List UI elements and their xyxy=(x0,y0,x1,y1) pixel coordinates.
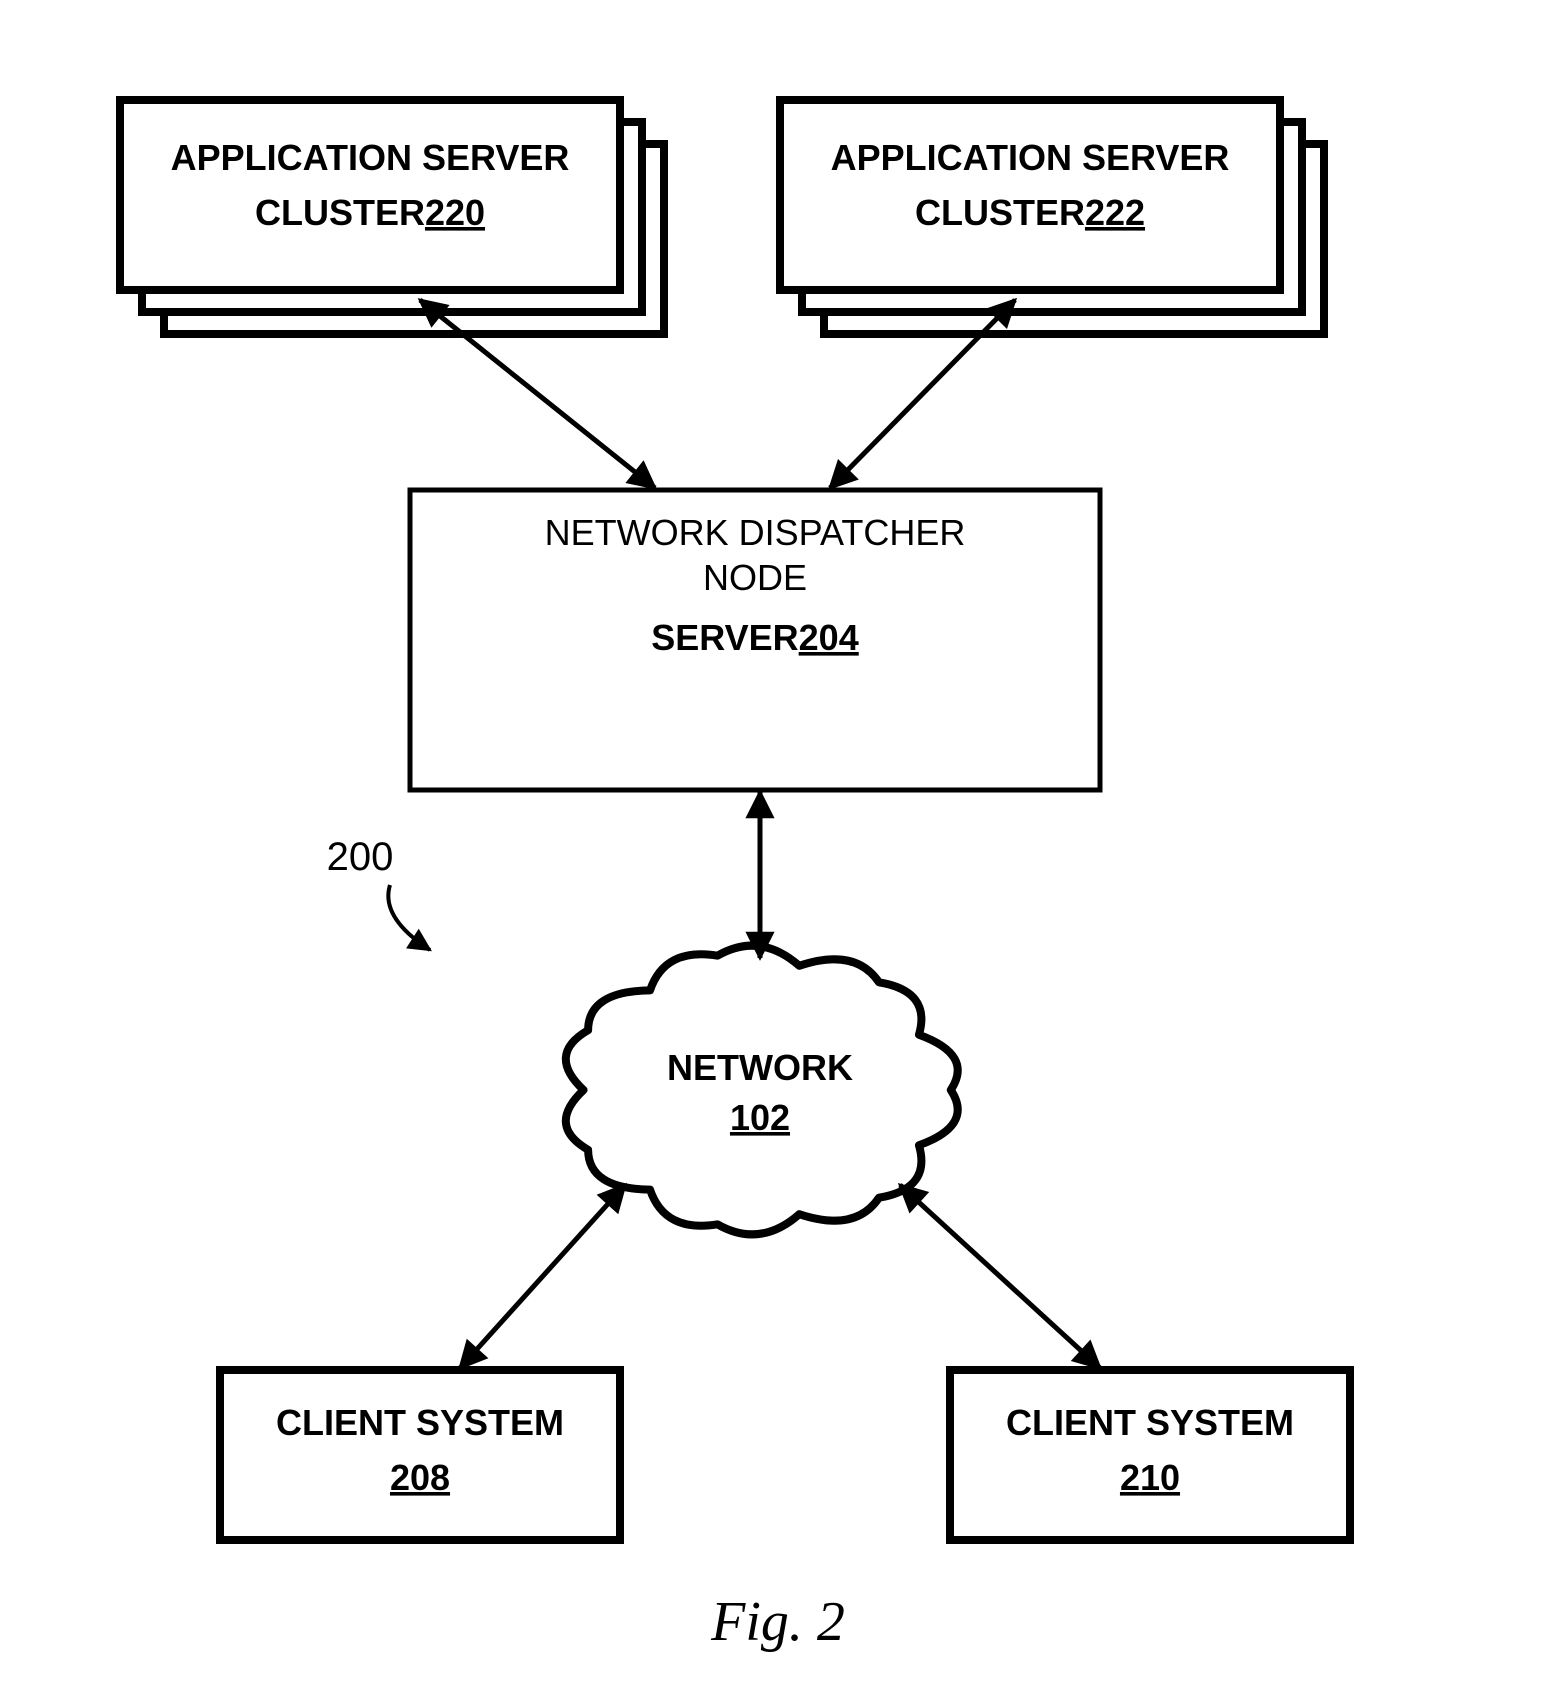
client-right-ref: 210 xyxy=(1120,1457,1180,1498)
dispatcher-line3: SERVER204 xyxy=(651,617,858,658)
client-left: CLIENT SYSTEM 208 xyxy=(220,1370,620,1540)
dispatcher-line1: NETWORK DISPATCHER xyxy=(545,512,966,553)
figure-caption: Fig. 2 xyxy=(710,1591,845,1653)
cluster-right-line1: APPLICATION SERVER xyxy=(831,137,1230,178)
network-line1: NETWORK xyxy=(667,1047,853,1088)
client-left-ref: 208 xyxy=(390,1457,450,1498)
dispatcher-node: NETWORK DISPATCHERNODE SERVER204 xyxy=(410,490,1100,790)
dispatcher-line2: NODE xyxy=(703,557,807,598)
client-left-line1: CLIENT SYSTEM xyxy=(276,1402,564,1443)
figure-ref-label: 200 xyxy=(327,835,394,879)
cluster-right-line2: CLUSTER222 xyxy=(915,192,1145,233)
cluster-left-line1: APPLICATION SERVER xyxy=(171,137,570,178)
client-right-line1: CLIENT SYSTEM xyxy=(1006,1402,1294,1443)
network-cloud: NETWORK 102 xyxy=(566,946,958,1235)
cluster-left: APPLICATION SERVER CLUSTER220 xyxy=(120,100,664,334)
client-right: CLIENT SYSTEM 210 xyxy=(950,1370,1350,1540)
network-ref: 102 xyxy=(730,1097,790,1138)
cluster-right: APPLICATION SERVER CLUSTER222 xyxy=(780,100,1324,334)
cluster-left-line2: CLUSTER220 xyxy=(255,192,485,233)
